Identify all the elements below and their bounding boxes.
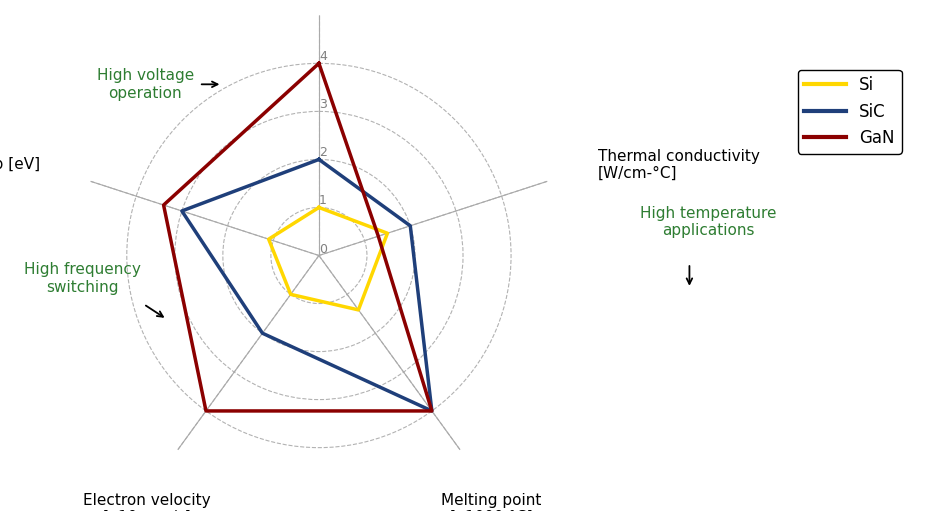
Text: High temperature
applications: High temperature applications: [640, 206, 777, 239]
Text: High voltage
operation: High voltage operation: [97, 68, 194, 101]
Text: Electron velocity
[x10⁷ cm/s]: Electron velocity [x10⁷ cm/s]: [83, 493, 210, 511]
Text: Energy gap [eV]: Energy gap [eV]: [0, 157, 40, 172]
Legend: Si, SiC, GaN: Si, SiC, GaN: [797, 69, 901, 154]
Text: High frequency
switching: High frequency switching: [24, 262, 141, 295]
Text: Melting point
[x1000 °C]: Melting point [x1000 °C]: [441, 493, 541, 511]
Text: Thermal conductivity
[W/cm-°C]: Thermal conductivity [W/cm-°C]: [598, 149, 760, 181]
